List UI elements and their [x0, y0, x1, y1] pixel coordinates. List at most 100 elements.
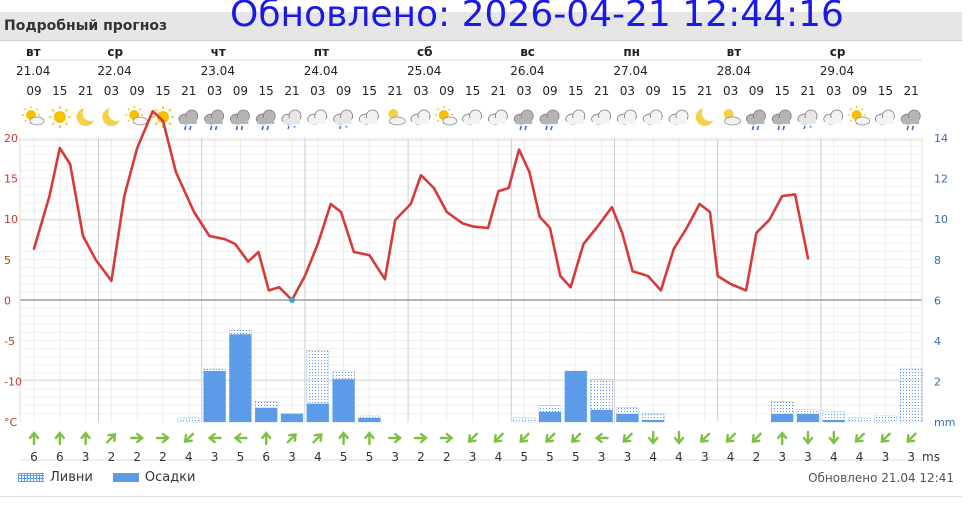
showers-legend-label[interactable]: Ливни: [50, 470, 93, 485]
moon-shadow: [82, 105, 99, 121]
temp-axis-tick: 15: [4, 173, 18, 186]
wind-arrow: [207, 432, 222, 444]
wind-arrow: [751, 432, 762, 443]
wind-arrow: [388, 432, 403, 444]
cloud-part: [773, 118, 791, 124]
wind-arrow-icon: [777, 431, 788, 446]
bottom-divider: [0, 496, 962, 497]
wind-arrow: [699, 432, 711, 443]
wind-speed: 4: [495, 450, 503, 464]
wind-arrow-icon: [725, 432, 737, 443]
precip-bar: [797, 413, 819, 422]
cloud-icon: [642, 109, 663, 125]
rain-drops: [338, 125, 342, 130]
wind-speed: 2: [108, 450, 116, 464]
wind-arrow-icon: [880, 432, 891, 443]
sun-icon: [152, 106, 174, 128]
showers-legend-swatch[interactable]: [18, 473, 44, 482]
cloud-part: [334, 118, 352, 124]
rain-drops: [287, 125, 290, 130]
wind-speed: 6: [262, 450, 270, 464]
wind-speed: 3: [598, 450, 606, 464]
day-name-1: ср: [107, 45, 123, 59]
cloud-part: [29, 116, 45, 126]
wind-arrow-icon: [854, 432, 866, 443]
wind-speed: 2: [133, 450, 141, 464]
precip-axis-tick: 4: [934, 335, 941, 348]
cloud-icon: [410, 109, 431, 125]
day-name-0: вт: [26, 45, 41, 59]
wind-speed: 4: [856, 450, 864, 464]
rain-drops: [751, 125, 760, 131]
wind-arrow: [129, 432, 145, 444]
moon-disc: [723, 109, 734, 119]
temp-axis-tick: 5: [4, 254, 11, 267]
wind-arrow-icon: [129, 432, 145, 444]
wind-arrow: [28, 431, 40, 446]
showers-bar: [848, 417, 871, 423]
wind-unit: ms: [922, 450, 940, 464]
wind-speed: 5: [520, 450, 528, 464]
hour-label: 09: [542, 84, 557, 98]
wind-arrow: [880, 432, 891, 443]
precip-legend-swatch[interactable]: [112, 473, 139, 482]
cloud-icon: [875, 109, 895, 125]
wind-arrow: [545, 432, 556, 443]
snow-rain-cloud-icon: *: [281, 109, 302, 132]
cloud-part: [566, 118, 584, 124]
hour-label: 15: [155, 84, 170, 98]
wind-arrow-icon: [802, 430, 814, 445]
rain-cloud-icon: [513, 109, 534, 131]
wind-arrow-icon: [519, 432, 530, 443]
hour-label: 21: [904, 84, 919, 98]
wind-arrow: [413, 432, 428, 444]
hour-label: 21: [181, 84, 196, 98]
snow-rain-cloud-icon: *: [333, 109, 354, 132]
wind-speed: 3: [882, 450, 890, 464]
hour-label: 15: [259, 84, 274, 98]
snow-flake: *: [293, 124, 297, 132]
precip-bar: [306, 403, 329, 422]
temp-axis-tick: -10: [4, 376, 22, 389]
sun-ray: [51, 108, 55, 112]
hour-label: 03: [310, 84, 325, 98]
wind-speed: 4: [830, 450, 838, 464]
precip-legend-label[interactable]: Осадки: [144, 470, 196, 485]
temp-axis-tick: -5: [4, 335, 15, 348]
wind-arrow: [183, 432, 195, 443]
footer-updated: Обновлено 21.04 12:41: [808, 471, 954, 485]
wind-arrow: [906, 432, 917, 443]
day-date-3: 24.04: [304, 64, 338, 78]
precip-bar: [771, 413, 794, 422]
wind-arrow: [155, 432, 170, 444]
wind-speed: 6: [30, 450, 38, 464]
day-date-4: 25.04: [407, 64, 441, 78]
day-date-6: 27.04: [613, 64, 647, 78]
wind-arrow-icon: [828, 430, 839, 445]
hour-label: 15: [52, 84, 67, 98]
hour-label: 21: [800, 84, 815, 98]
cloud-icon: [565, 109, 586, 125]
wind-arrow: [594, 432, 609, 444]
wind-speed: 3: [778, 450, 786, 464]
precip-axis-tick: 14: [934, 132, 948, 145]
wind-speed: 2: [443, 450, 451, 464]
precip-bar: [255, 407, 278, 422]
hour-label: 09: [646, 84, 661, 98]
day-date-2: 23.04: [201, 64, 235, 78]
sun-ray: [24, 108, 27, 111]
wind-arrow-icon: [467, 432, 479, 443]
sun-ray: [51, 122, 55, 126]
rain-drops: [906, 125, 914, 131]
cloud-icon: [307, 109, 328, 125]
wind-arrow-icon: [594, 432, 609, 444]
day-name-6: пн: [623, 45, 640, 59]
temp-axis-tick: 20: [4, 132, 18, 145]
cloud-part: [592, 118, 610, 124]
cloud-part: [308, 118, 326, 124]
sun-ray: [436, 119, 440, 122]
rain-drops: [209, 125, 218, 131]
hour-label: 09: [749, 84, 764, 98]
wind-arrow: [233, 432, 248, 444]
hour-label: 15: [878, 84, 893, 98]
